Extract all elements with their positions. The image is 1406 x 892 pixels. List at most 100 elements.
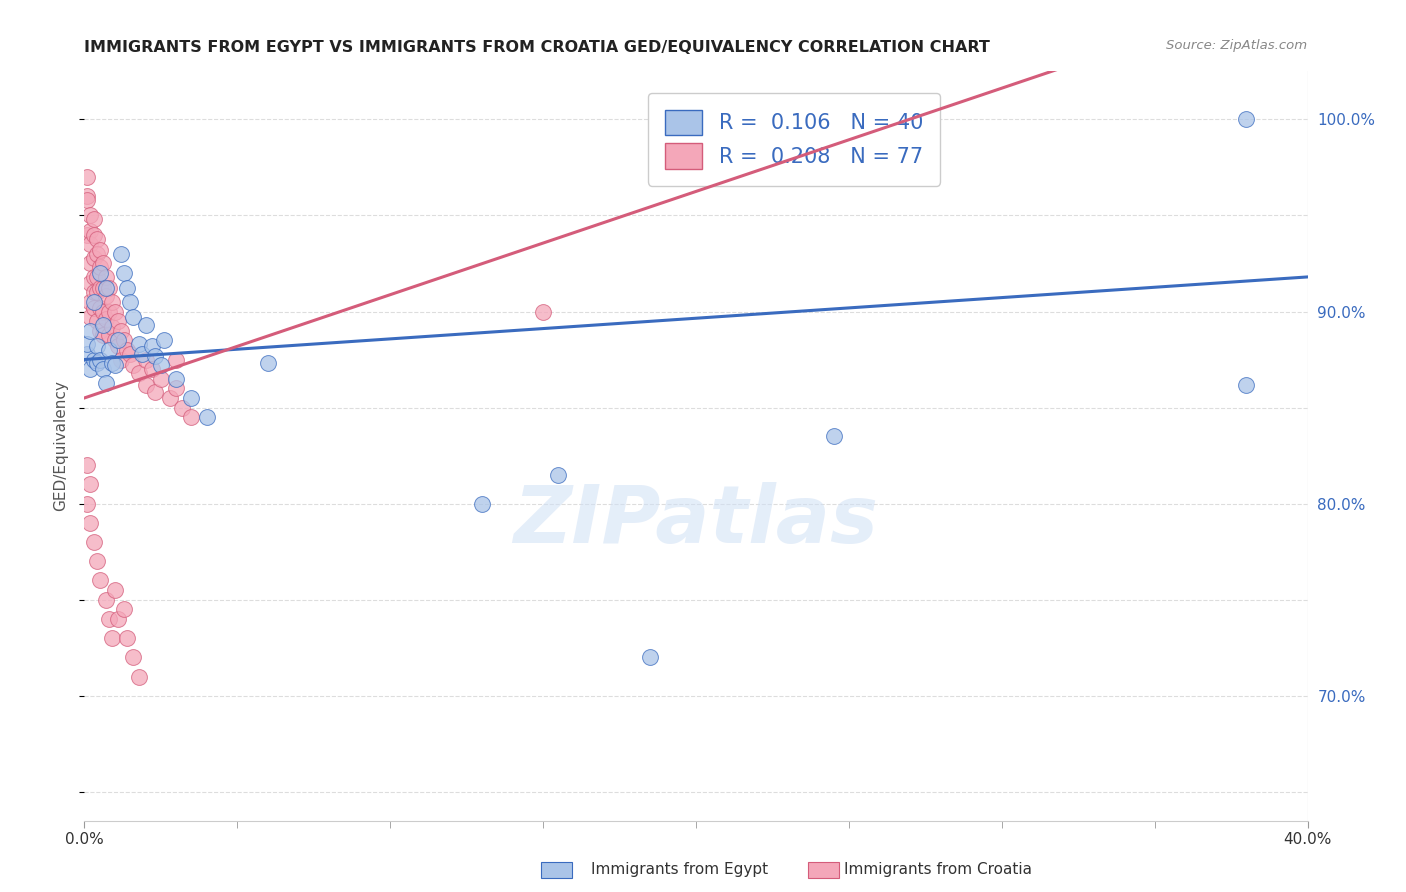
- Point: [89, 281, 111, 295]
- Point: [83, 227, 105, 242]
- Point: [76, 458, 98, 473]
- Point: [91, 281, 114, 295]
- Point: [89, 352, 111, 367]
- Point: [135, 377, 157, 392]
- Point: [86, 554, 108, 568]
- Point: [86, 285, 108, 300]
- Point: [115, 631, 138, 645]
- Point: [135, 352, 157, 367]
- Point: [91, 362, 114, 376]
- Point: [141, 362, 163, 376]
- Point: [107, 334, 129, 348]
- Point: [97, 343, 120, 357]
- Point: [79, 310, 101, 325]
- Point: [122, 310, 145, 325]
- Text: Source: ZipAtlas.com: Source: ZipAtlas.com: [1167, 39, 1308, 52]
- Point: [101, 319, 124, 334]
- Text: ZIPatlas: ZIPatlas: [513, 482, 879, 560]
- Point: [128, 366, 150, 380]
- Point: [638, 650, 661, 665]
- Point: [76, 337, 98, 351]
- Point: [79, 324, 101, 338]
- Point: [91, 327, 114, 342]
- Point: [76, 347, 98, 361]
- Point: [165, 381, 187, 395]
- Point: [83, 352, 105, 367]
- Point: [89, 243, 111, 257]
- Point: [107, 339, 129, 353]
- Point: [86, 356, 108, 370]
- Point: [104, 359, 127, 373]
- Point: [547, 467, 569, 482]
- Point: [91, 304, 114, 318]
- Point: [83, 535, 105, 549]
- Point: [79, 224, 101, 238]
- Point: [86, 269, 108, 284]
- Point: [91, 256, 114, 270]
- Point: [120, 347, 142, 361]
- Point: [104, 583, 127, 598]
- Point: [1236, 112, 1258, 127]
- Point: [83, 269, 105, 284]
- Point: [165, 352, 187, 367]
- Point: [94, 269, 117, 284]
- Point: [120, 294, 142, 309]
- Point: [128, 669, 150, 683]
- Point: [104, 304, 127, 318]
- Point: [86, 339, 108, 353]
- Point: [257, 356, 280, 370]
- Point: [94, 281, 117, 295]
- Point: [110, 352, 132, 367]
- Point: [107, 314, 129, 328]
- Text: Immigrants from Egypt: Immigrants from Egypt: [591, 863, 768, 877]
- Point: [141, 339, 163, 353]
- Point: [89, 266, 111, 280]
- Point: [159, 391, 181, 405]
- Point: [1236, 377, 1258, 392]
- Point: [180, 391, 202, 405]
- Y-axis label: GED/Equivalency: GED/Equivalency: [53, 381, 69, 511]
- Point: [76, 189, 98, 203]
- Point: [79, 516, 101, 530]
- Point: [76, 169, 98, 184]
- Point: [112, 334, 135, 348]
- Point: [89, 301, 111, 315]
- Point: [149, 372, 172, 386]
- Point: [79, 256, 101, 270]
- Point: [79, 209, 101, 223]
- Point: [94, 376, 117, 390]
- Point: [101, 631, 124, 645]
- Point: [79, 362, 101, 376]
- Point: [79, 294, 101, 309]
- Point: [86, 247, 108, 261]
- Point: [122, 359, 145, 373]
- Point: [128, 337, 150, 351]
- Point: [101, 356, 124, 370]
- Point: [131, 347, 153, 361]
- Point: [531, 304, 554, 318]
- Point: [97, 612, 120, 626]
- Point: [76, 497, 98, 511]
- Point: [86, 231, 108, 245]
- Point: [79, 276, 101, 290]
- Point: [76, 193, 98, 207]
- Point: [89, 260, 111, 275]
- Point: [180, 410, 202, 425]
- Point: [122, 650, 145, 665]
- Point: [471, 497, 494, 511]
- Point: [83, 285, 105, 300]
- Point: [94, 312, 117, 326]
- Point: [89, 574, 111, 588]
- Point: [115, 281, 138, 295]
- Point: [86, 314, 108, 328]
- Point: [107, 612, 129, 626]
- Point: [143, 349, 166, 363]
- Point: [94, 289, 117, 303]
- Point: [110, 247, 132, 261]
- Point: [112, 602, 135, 616]
- Point: [104, 334, 127, 348]
- Point: [83, 301, 105, 315]
- Point: [112, 266, 135, 280]
- Point: [83, 212, 105, 227]
- Point: [135, 318, 157, 332]
